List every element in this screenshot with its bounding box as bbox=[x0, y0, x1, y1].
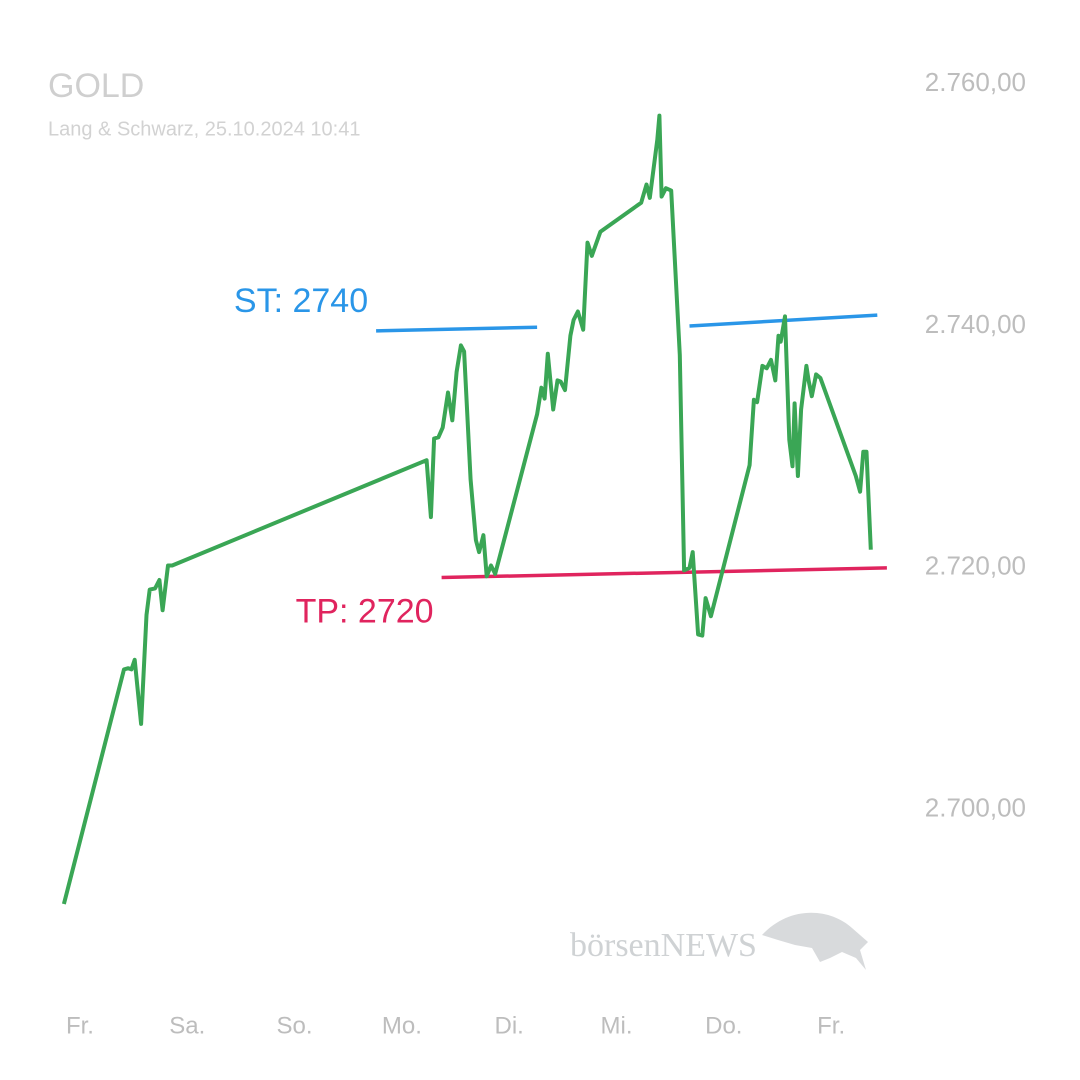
level-line bbox=[441, 566, 887, 580]
chart-title: GOLD bbox=[48, 67, 144, 105]
x-tick-label: Mo. bbox=[382, 1012, 422, 1039]
y-tick-label: 2.700,00 bbox=[925, 793, 1026, 823]
x-tick-label: So. bbox=[277, 1012, 313, 1039]
y-tick-label: 2.760,00 bbox=[925, 67, 1026, 97]
x-tick-label: Fr. bbox=[817, 1012, 845, 1039]
watermark-icon bbox=[762, 912, 868, 970]
y-tick-label: 2.740,00 bbox=[925, 309, 1026, 339]
chart-subtitle: Lang & Schwarz, 25.10.2024 10:41 bbox=[48, 118, 360, 140]
x-tick-label: Mi. bbox=[601, 1012, 633, 1039]
level-label: ST: 2740 bbox=[234, 282, 368, 320]
y-tick-label: 2.720,00 bbox=[925, 551, 1026, 581]
x-tick-label: Fr. bbox=[66, 1012, 94, 1039]
level-line bbox=[376, 325, 538, 333]
level-label: TP: 2720 bbox=[296, 593, 434, 631]
x-tick-label: Sa. bbox=[169, 1012, 205, 1039]
watermark: börsenNEWS bbox=[570, 927, 757, 964]
x-tick-label: Di. bbox=[495, 1012, 524, 1039]
x-tick-label: Do. bbox=[705, 1012, 742, 1039]
bull-icon bbox=[762, 912, 868, 970]
price-line bbox=[61, 113, 873, 905]
